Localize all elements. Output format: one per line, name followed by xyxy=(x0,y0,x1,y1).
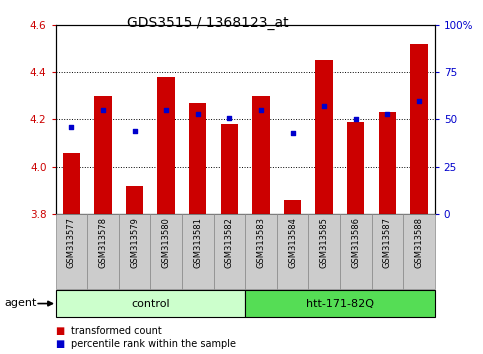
Bar xyxy=(245,214,277,289)
Point xyxy=(131,128,139,134)
Bar xyxy=(189,103,206,214)
Point xyxy=(257,107,265,113)
Bar xyxy=(157,77,175,214)
Text: GSM313582: GSM313582 xyxy=(225,217,234,268)
Bar xyxy=(221,124,238,214)
Text: GSM313585: GSM313585 xyxy=(320,217,328,268)
Point xyxy=(162,107,170,113)
Bar xyxy=(347,122,364,214)
Text: htt-171-82Q: htt-171-82Q xyxy=(306,298,374,309)
Bar xyxy=(308,214,340,289)
Bar xyxy=(252,96,270,214)
Bar xyxy=(277,214,308,289)
Bar xyxy=(410,44,427,214)
Text: GSM313586: GSM313586 xyxy=(351,217,360,268)
Text: agent: agent xyxy=(5,298,37,308)
Bar xyxy=(150,214,182,289)
Bar xyxy=(56,290,245,317)
Bar xyxy=(403,214,435,289)
Text: ■: ■ xyxy=(56,326,65,336)
Text: ■: ■ xyxy=(56,339,65,349)
Bar xyxy=(340,214,371,289)
Bar xyxy=(182,214,213,289)
Text: GSM313587: GSM313587 xyxy=(383,217,392,268)
Bar xyxy=(213,214,245,289)
Bar xyxy=(315,60,333,214)
Bar xyxy=(126,186,143,214)
Text: GSM313588: GSM313588 xyxy=(414,217,424,268)
Point xyxy=(289,130,297,136)
Point xyxy=(99,107,107,113)
Text: GSM313581: GSM313581 xyxy=(193,217,202,268)
Text: transformed count: transformed count xyxy=(71,326,162,336)
Bar xyxy=(245,290,435,317)
Point xyxy=(226,115,233,120)
Point xyxy=(415,98,423,103)
Point xyxy=(352,116,359,122)
Text: GSM313578: GSM313578 xyxy=(99,217,107,268)
Bar xyxy=(87,214,119,289)
Text: GSM313584: GSM313584 xyxy=(288,217,297,268)
Bar xyxy=(371,214,403,289)
Text: GSM313577: GSM313577 xyxy=(67,217,76,268)
Text: GSM313583: GSM313583 xyxy=(256,217,266,268)
Text: GSM313579: GSM313579 xyxy=(130,217,139,268)
Text: GSM313580: GSM313580 xyxy=(162,217,170,268)
Bar xyxy=(56,214,87,289)
Bar xyxy=(63,153,80,214)
Point xyxy=(68,124,75,130)
Bar xyxy=(94,96,112,214)
Point xyxy=(320,103,328,109)
Text: percentile rank within the sample: percentile rank within the sample xyxy=(71,339,236,349)
Text: GDS3515 / 1368123_at: GDS3515 / 1368123_at xyxy=(127,16,288,30)
Bar xyxy=(379,112,396,214)
Point xyxy=(194,111,201,116)
Bar xyxy=(284,200,301,214)
Point xyxy=(384,111,391,116)
Bar xyxy=(119,214,150,289)
Text: control: control xyxy=(131,298,170,309)
